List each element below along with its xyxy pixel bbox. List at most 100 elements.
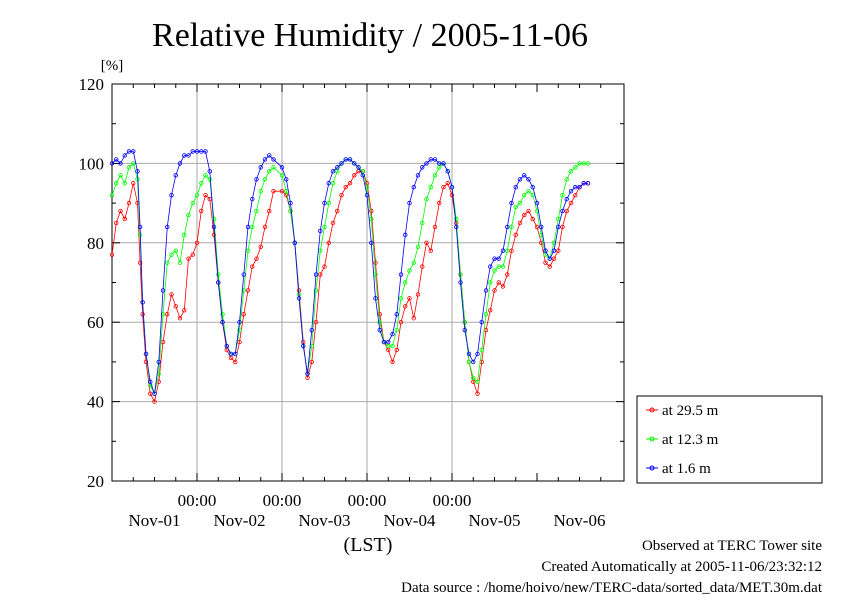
data-point (194, 149, 200, 154)
data-point (199, 208, 204, 214)
data-point (577, 185, 582, 190)
data-point (122, 181, 127, 186)
y-axis-label: [%] (101, 58, 124, 74)
x-tick-time-label: 00:00 (178, 491, 217, 510)
data-point (475, 391, 480, 396)
data-point (496, 264, 501, 269)
data-point (500, 248, 506, 253)
data-point (585, 161, 591, 166)
data-point (432, 224, 438, 230)
series-2 (109, 157, 591, 396)
data-point (114, 157, 119, 162)
data-point (415, 244, 421, 249)
data-point (407, 296, 412, 301)
data-point (564, 196, 569, 202)
data-point (492, 268, 497, 273)
data-point (496, 256, 501, 261)
data-point (258, 165, 263, 170)
data-point (560, 208, 565, 214)
data-point (488, 264, 493, 269)
data-point (309, 359, 314, 365)
data-point (411, 185, 416, 190)
data-point (135, 169, 140, 174)
data-point (573, 165, 578, 170)
data-point (568, 169, 574, 174)
data-point (152, 399, 157, 404)
data-point (173, 173, 178, 178)
data-point (114, 181, 119, 186)
data-point (458, 272, 463, 277)
data-point (420, 165, 425, 170)
data-point (360, 173, 365, 178)
data-point (245, 224, 251, 230)
data-point (216, 272, 221, 277)
data-point (131, 181, 136, 186)
data-point (564, 177, 569, 182)
data-point (479, 320, 484, 325)
data-point (488, 280, 493, 285)
data-point (386, 339, 391, 345)
data-point (148, 391, 153, 396)
data-point (534, 224, 540, 230)
data-point (522, 173, 527, 178)
legend-item: at 29.5 m (646, 403, 719, 419)
data-point (207, 177, 212, 182)
data-point (114, 220, 119, 226)
data-point (220, 312, 225, 317)
data-point (182, 308, 187, 313)
data-point (267, 169, 272, 174)
data-point (182, 153, 187, 158)
data-point (165, 312, 170, 317)
data-point (441, 185, 446, 190)
data-point (390, 343, 395, 349)
data-point (568, 200, 574, 206)
data-point (369, 240, 374, 245)
data-point (526, 188, 531, 194)
data-point (428, 248, 433, 253)
data-point (233, 359, 238, 365)
data-point (190, 200, 195, 206)
data-point (466, 359, 472, 365)
data-point (250, 264, 255, 269)
data-point (118, 173, 123, 178)
data-point (420, 220, 425, 226)
data-point (330, 169, 336, 174)
legend: at 29.5 m at 12.3 m at 1.6 m (636, 395, 823, 484)
data-point (186, 212, 191, 218)
data-point (343, 157, 348, 162)
data-point (564, 208, 569, 214)
data-point (143, 351, 149, 357)
data-point (309, 327, 314, 333)
data-point (394, 312, 399, 317)
data-point (568, 188, 574, 194)
data-point (335, 208, 340, 214)
data-point (137, 224, 143, 230)
data-point (318, 272, 323, 277)
y-tick-label: 60 (87, 313, 104, 332)
data-point (471, 375, 476, 380)
data-point (292, 240, 297, 245)
data-point (377, 320, 382, 325)
series-1 (109, 169, 591, 404)
series-3 (109, 149, 591, 396)
data-point (492, 256, 497, 261)
data-point (505, 224, 510, 230)
data-point (505, 248, 510, 253)
data-point (131, 149, 136, 154)
data-point (437, 200, 442, 206)
data-point (585, 181, 591, 186)
chart-title: Relative Humidity / 2005-11-06 (152, 17, 588, 54)
data-point (488, 308, 493, 313)
data-point (551, 248, 557, 253)
data-point (522, 192, 527, 198)
data-point (449, 185, 455, 190)
data-point (517, 177, 523, 182)
data-point (140, 312, 145, 317)
data-point (250, 224, 255, 230)
data-point (475, 379, 480, 384)
data-point (258, 244, 263, 249)
data-point (199, 149, 204, 154)
legend-box (636, 395, 823, 484)
data-point (326, 181, 331, 186)
